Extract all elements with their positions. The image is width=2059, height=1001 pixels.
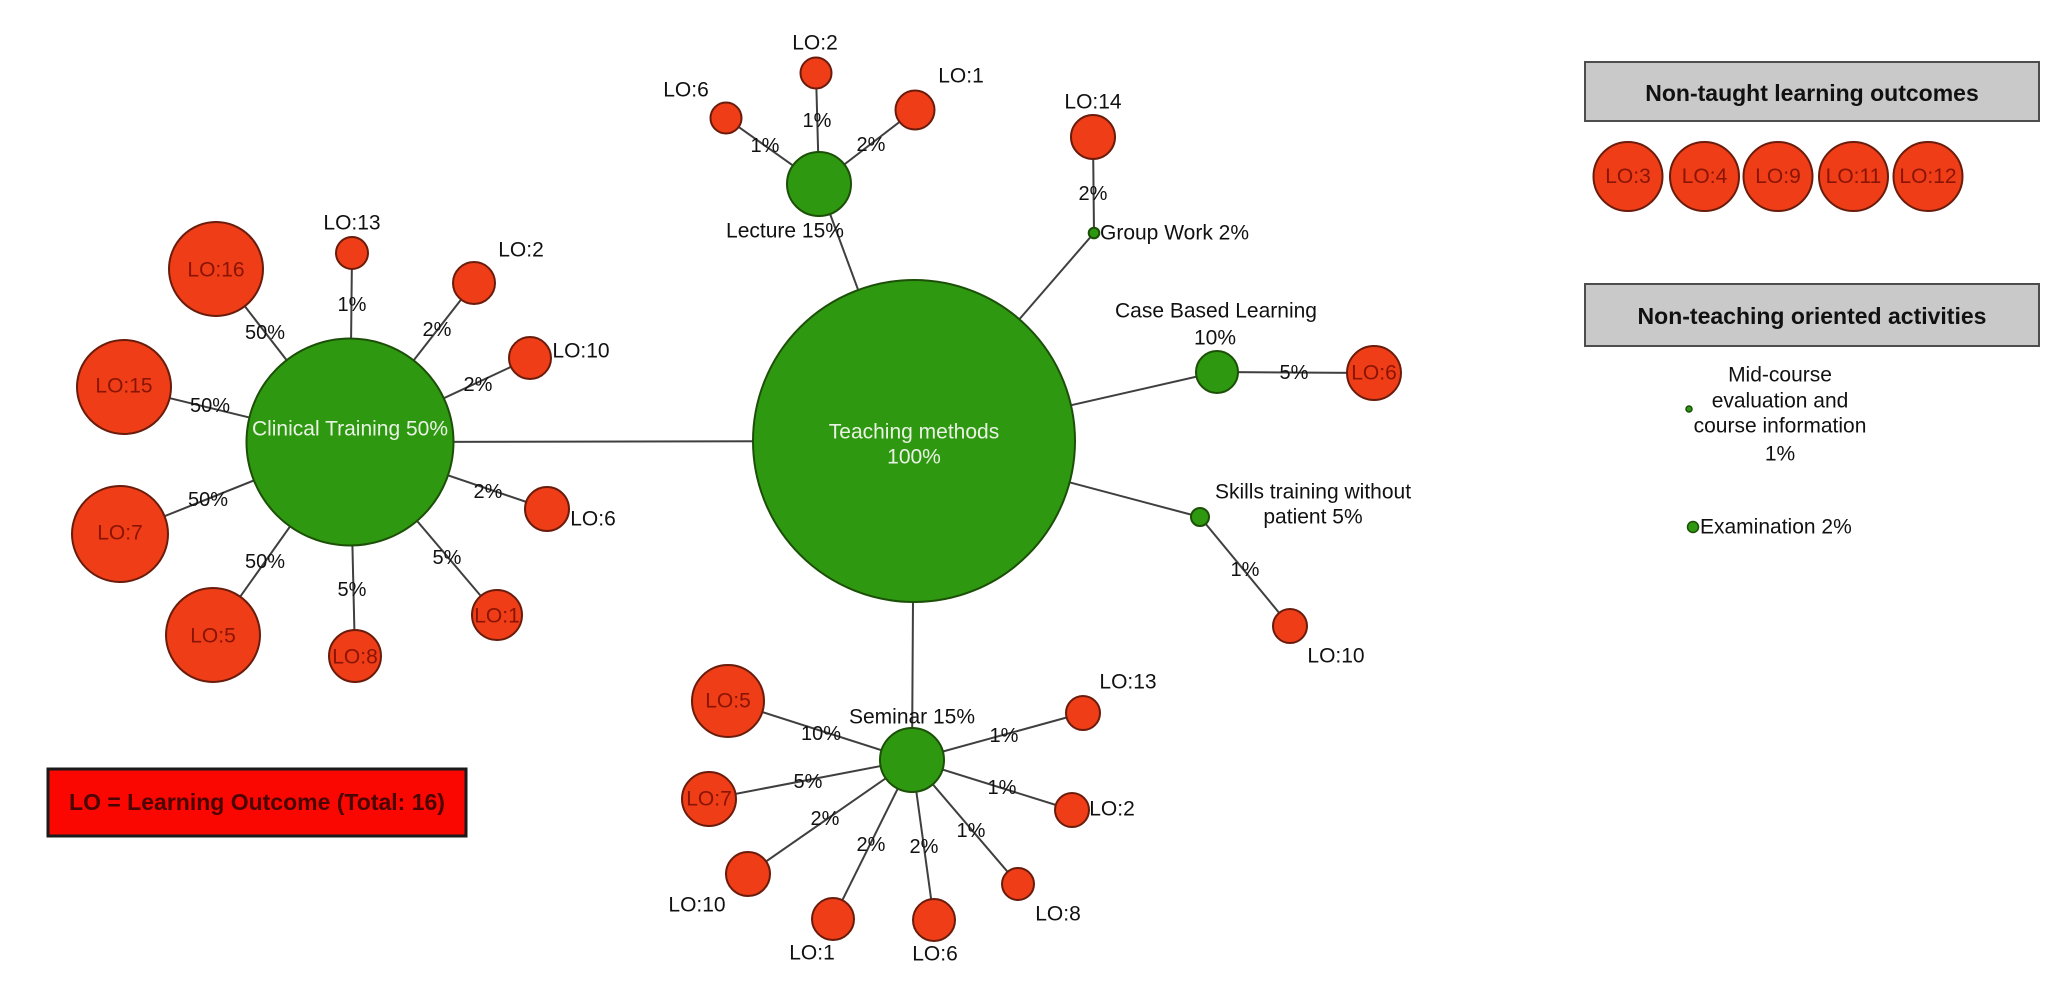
svg-text:5%: 5% <box>433 547 462 569</box>
svg-text:2%: 2% <box>811 808 840 830</box>
svg-text:Lecture 15%: Lecture 15% <box>726 220 844 243</box>
svg-text:LO:13: LO:13 <box>1099 671 1156 694</box>
svg-text:1%: 1% <box>803 110 832 132</box>
svg-text:2%: 2% <box>857 134 886 156</box>
svg-text:LO:5: LO:5 <box>705 690 751 713</box>
svg-text:1%: 1% <box>990 725 1019 747</box>
svg-text:LO:7: LO:7 <box>97 522 143 545</box>
svg-text:LO:13: LO:13 <box>323 212 380 235</box>
svg-text:LO:10: LO:10 <box>1307 645 1364 668</box>
svg-text:LO:8: LO:8 <box>1035 903 1081 926</box>
svg-text:1%: 1% <box>1231 559 1260 581</box>
svg-text:2%: 2% <box>423 319 452 341</box>
svg-text:10%: 10% <box>801 723 841 745</box>
svg-text:LO:6: LO:6 <box>1351 362 1397 385</box>
svg-text:1%: 1% <box>957 820 986 842</box>
svg-text:Case Based Learning: Case Based Learning <box>1115 300 1317 323</box>
svg-text:50%: 50% <box>188 489 228 511</box>
svg-text:Group Work 2%: Group Work 2% <box>1100 222 1249 245</box>
svg-text:LO:15: LO:15 <box>95 375 152 398</box>
svg-text:LO:1: LO:1 <box>938 65 984 88</box>
svg-text:Non-taught learning outcomes: Non-taught learning outcomes <box>1645 80 1979 106</box>
svg-text:Examination 2%: Examination 2% <box>1700 516 1852 539</box>
svg-text:Non-teaching oriented activiti: Non-teaching oriented activities <box>1638 303 1987 329</box>
svg-text:LO:2: LO:2 <box>792 32 838 55</box>
svg-text:5%: 5% <box>1280 362 1309 384</box>
svg-text:evaluation and: evaluation and <box>1712 390 1849 413</box>
svg-text:LO:4: LO:4 <box>1682 165 1728 188</box>
svg-text:LO:10: LO:10 <box>668 894 725 917</box>
svg-text:patient 5%: patient 5% <box>1263 506 1362 529</box>
svg-text:1%: 1% <box>988 777 1017 799</box>
svg-text:LO:11: LO:11 <box>1826 165 1882 188</box>
svg-text:50%: 50% <box>245 551 285 573</box>
svg-text:LO:10: LO:10 <box>552 340 609 363</box>
svg-text:5%: 5% <box>338 579 367 601</box>
svg-text:LO:14: LO:14 <box>1064 91 1122 114</box>
svg-text:Seminar 15%: Seminar 15% <box>849 706 975 729</box>
svg-text:2%: 2% <box>910 836 939 858</box>
svg-text:2%: 2% <box>857 834 886 856</box>
svg-text:course information: course information <box>1694 415 1867 438</box>
svg-text:2%: 2% <box>1079 183 1108 205</box>
svg-text:5%: 5% <box>794 771 823 793</box>
svg-text:LO = Learning Outcome (Total:: LO = Learning Outcome (Total: 16) <box>69 789 445 815</box>
svg-text:Teaching methods: Teaching methods <box>829 421 999 444</box>
svg-text:1%: 1% <box>338 294 367 316</box>
svg-text:1%: 1% <box>1765 443 1795 466</box>
svg-text:LO:1: LO:1 <box>474 605 520 628</box>
svg-text:50%: 50% <box>190 395 230 417</box>
svg-text:10%: 10% <box>1194 327 1236 350</box>
svg-text:LO:5: LO:5 <box>190 625 236 648</box>
svg-text:2%: 2% <box>464 374 493 396</box>
svg-text:50%: 50% <box>245 322 285 344</box>
svg-text:LO:8: LO:8 <box>332 646 378 669</box>
svg-text:100%: 100% <box>887 446 941 469</box>
svg-text:1%: 1% <box>751 135 780 157</box>
svg-text:LO:6: LO:6 <box>570 508 616 531</box>
svg-text:LO:16: LO:16 <box>187 259 244 282</box>
svg-text:2%: 2% <box>474 481 503 503</box>
svg-text:Skills training without: Skills training without <box>1215 481 1411 504</box>
svg-text:LO:7: LO:7 <box>686 788 732 811</box>
svg-text:LO:6: LO:6 <box>912 943 958 966</box>
svg-text:LO:2: LO:2 <box>1089 798 1135 821</box>
svg-text:LO:6: LO:6 <box>663 79 709 102</box>
svg-text:Clinical Training 50%: Clinical Training 50% <box>252 418 448 441</box>
svg-text:LO:12: LO:12 <box>1899 165 1956 188</box>
svg-text:LO:1: LO:1 <box>789 942 835 965</box>
svg-text:Mid-course: Mid-course <box>1728 364 1832 387</box>
svg-text:LO:9: LO:9 <box>1755 165 1801 188</box>
svg-text:LO:3: LO:3 <box>1605 165 1651 188</box>
svg-text:LO:2: LO:2 <box>498 239 544 262</box>
